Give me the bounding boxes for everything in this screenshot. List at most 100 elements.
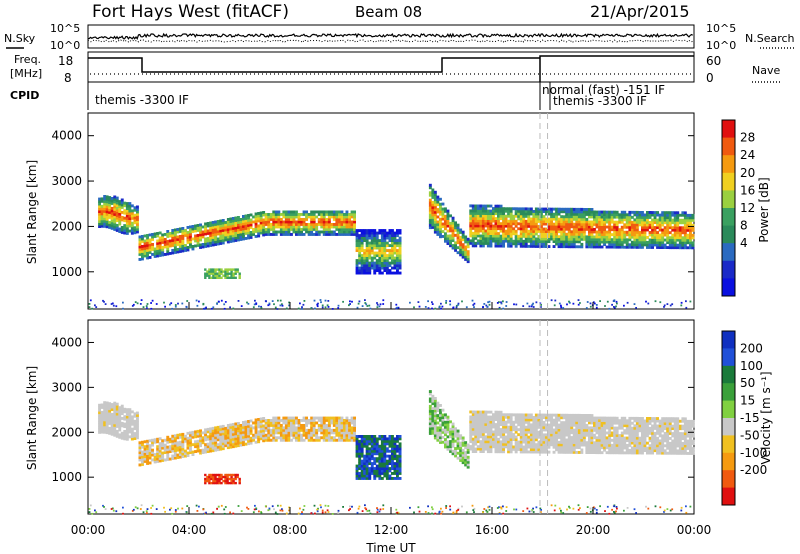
- velocity-cell: [451, 435, 455, 438]
- velocity-cell: [388, 444, 392, 448]
- power-cell: [302, 228, 306, 231]
- power-cell: [529, 212, 533, 216]
- velocity-cell: [358, 467, 362, 470]
- power-cell: [252, 230, 255, 234]
- velocity-cell: [552, 445, 556, 449]
- power-cell: [360, 266, 364, 270]
- power-cell: [534, 210, 538, 213]
- power-cell: [565, 222, 569, 226]
- velocity-cell: [231, 432, 235, 436]
- power-cell: [562, 232, 566, 236]
- power-cell: [570, 242, 574, 246]
- velocity-cell: [471, 440, 475, 444]
- velocity-cell: [184, 452, 187, 455]
- power-cell: [446, 214, 450, 218]
- power-cell: [686, 223, 690, 227]
- power-cell: [643, 233, 647, 237]
- velocity-cell: [108, 414, 112, 418]
- velocity-cell: [110, 408, 114, 411]
- power-cell: [580, 237, 584, 241]
- power-cell: [176, 230, 180, 234]
- power-cell: [500, 301, 502, 304]
- power-cell: [196, 236, 200, 240]
- power-cell: [98, 205, 101, 208]
- velocity-cell: [524, 430, 528, 434]
- power-cell: [378, 249, 382, 252]
- velocity-cell: [557, 436, 561, 439]
- power-cell: [527, 212, 531, 216]
- power-cell: [486, 306, 489, 308]
- velocity-cell: [431, 407, 435, 410]
- velocity-cell: [345, 428, 349, 432]
- power-cell: [686, 233, 690, 237]
- power-cell: [449, 224, 452, 228]
- velocity-cell: [110, 415, 114, 419]
- velocity-cell: [517, 415, 521, 419]
- power-cell: [555, 212, 558, 216]
- power-cell: [668, 226, 672, 230]
- power-cell: [229, 220, 233, 223]
- power-cell: [456, 223, 460, 227]
- power-cell: [441, 215, 445, 218]
- power-cell: [396, 249, 399, 252]
- power-cell: [320, 223, 324, 226]
- velocity-cell: [476, 425, 480, 429]
- power-cell: [234, 236, 238, 240]
- power-cell: [469, 239, 473, 243]
- power-cell: [542, 222, 546, 226]
- velocity-cell: [504, 430, 508, 434]
- power-cell: [625, 215, 629, 219]
- power-cell: [355, 269, 359, 272]
- velocity-cell: [560, 433, 564, 437]
- velocity-cell: [534, 418, 538, 422]
- power-cell: [545, 212, 548, 216]
- velocity-cell: [368, 435, 372, 438]
- velocity-cell: [297, 433, 301, 437]
- velocity-cell: [547, 418, 551, 422]
- power-cell: [613, 210, 617, 214]
- power-cell: [373, 271, 377, 275]
- power-cell: [653, 243, 657, 247]
- power-cbar-label: Power [dB]: [757, 177, 771, 242]
- power-cell: [673, 243, 677, 247]
- velocity-cell: [474, 432, 478, 436]
- velocity-cell: [471, 437, 475, 441]
- velocity-cell: [547, 428, 551, 432]
- velocity-cell: [247, 437, 250, 441]
- power-cell: [613, 300, 615, 302]
- power-cell: [138, 258, 142, 261]
- power-cell: [471, 234, 475, 238]
- velocity-cell: [436, 428, 440, 432]
- power-cell: [595, 223, 599, 226]
- velocity-cell: [514, 430, 518, 434]
- power-cell: [113, 195, 117, 199]
- power-cell: [683, 246, 687, 250]
- power-cell: [557, 230, 561, 234]
- velocity-cell: [393, 454, 397, 458]
- velocity-cell: [509, 443, 513, 446]
- power-cell: [312, 218, 316, 221]
- power-cell: [428, 203, 432, 207]
- power-cell: [229, 225, 233, 228]
- velocity-cell: [456, 446, 460, 450]
- velocity-cell: [100, 420, 104, 424]
- velocity-cell: [330, 431, 334, 435]
- power-cell: [471, 299, 474, 302]
- freq-panel: Freq. [MHz] 18 8 60 0 Nave: [10, 51, 780, 85]
- power-cell: [608, 213, 612, 217]
- power-cell: [671, 233, 675, 237]
- velocity-cell: [136, 419, 139, 422]
- velocity-cell: [509, 445, 513, 449]
- power-cell: [108, 206, 112, 209]
- velocity-cell: [118, 428, 122, 432]
- power-cell: [315, 228, 319, 231]
- velocity-cell: [547, 440, 551, 444]
- velocity-cell: [292, 433, 296, 437]
- power-cell: [658, 221, 662, 224]
- power-cell: [466, 240, 470, 244]
- power-cell: [247, 226, 250, 230]
- velocity-cell: [524, 445, 528, 449]
- velocity-cell: [100, 425, 104, 429]
- velocity-cell: [454, 454, 457, 458]
- velocity-cell: [234, 424, 238, 428]
